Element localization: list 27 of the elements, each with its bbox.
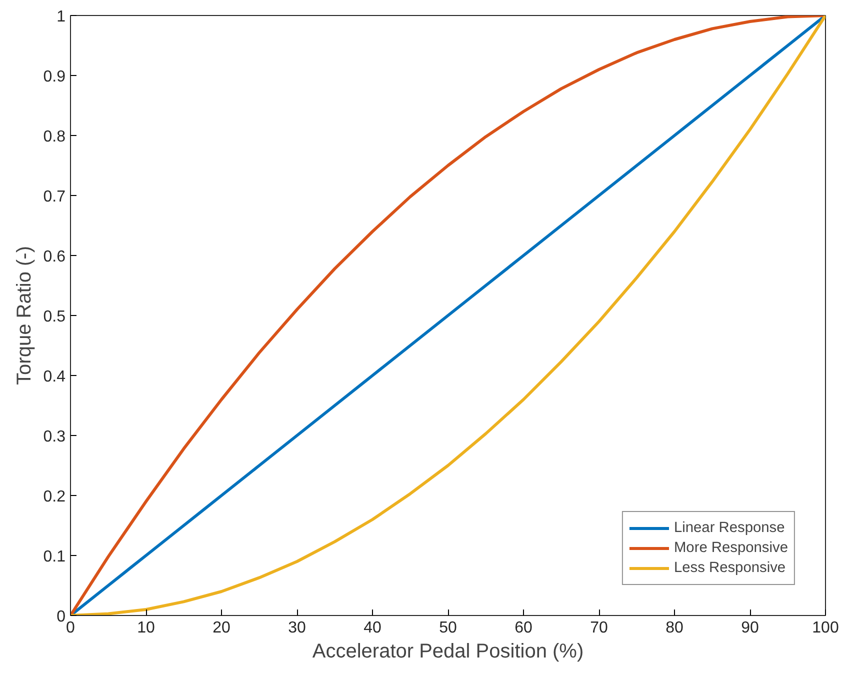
legend-label: Linear Response xyxy=(674,520,785,536)
y-tick-label: 1 xyxy=(56,8,66,26)
x-tick-label: 20 xyxy=(212,620,230,636)
y-tick-label: 0.9 xyxy=(43,68,66,86)
x-tick-label: 100 xyxy=(812,620,839,636)
x-tick-label: 50 xyxy=(439,620,457,636)
y-tick-label: 0.3 xyxy=(43,428,66,446)
y-tick-label: 0.4 xyxy=(43,368,66,386)
x-axis-title: Accelerator Pedal Position (%) xyxy=(312,640,584,662)
y-tick-label: 0.5 xyxy=(43,308,66,326)
x-tick-label: 70 xyxy=(590,620,608,636)
line-series xyxy=(70,16,826,616)
y-tick-label: 0.2 xyxy=(43,488,66,506)
x-tick-label: 80 xyxy=(666,620,684,636)
x-tick-label: 40 xyxy=(364,620,382,636)
legend-label: More Responsive xyxy=(674,540,788,556)
legend-label: Less Responsive xyxy=(674,560,786,576)
y-tick-label: 0.6 xyxy=(43,248,66,266)
y-tick-label: 0 xyxy=(56,608,66,626)
x-tick-label: 30 xyxy=(288,620,306,636)
x-tick-label: 90 xyxy=(741,620,759,636)
y-tick-label: 0.8 xyxy=(43,128,66,146)
x-tick-label: 10 xyxy=(137,620,155,636)
y-tick-label: 0.1 xyxy=(43,548,66,566)
x-tick-label: 60 xyxy=(514,620,532,636)
y-axis-title: Torque Ratio (-) xyxy=(13,246,36,385)
y-tick-label: 0.7 xyxy=(43,188,66,206)
